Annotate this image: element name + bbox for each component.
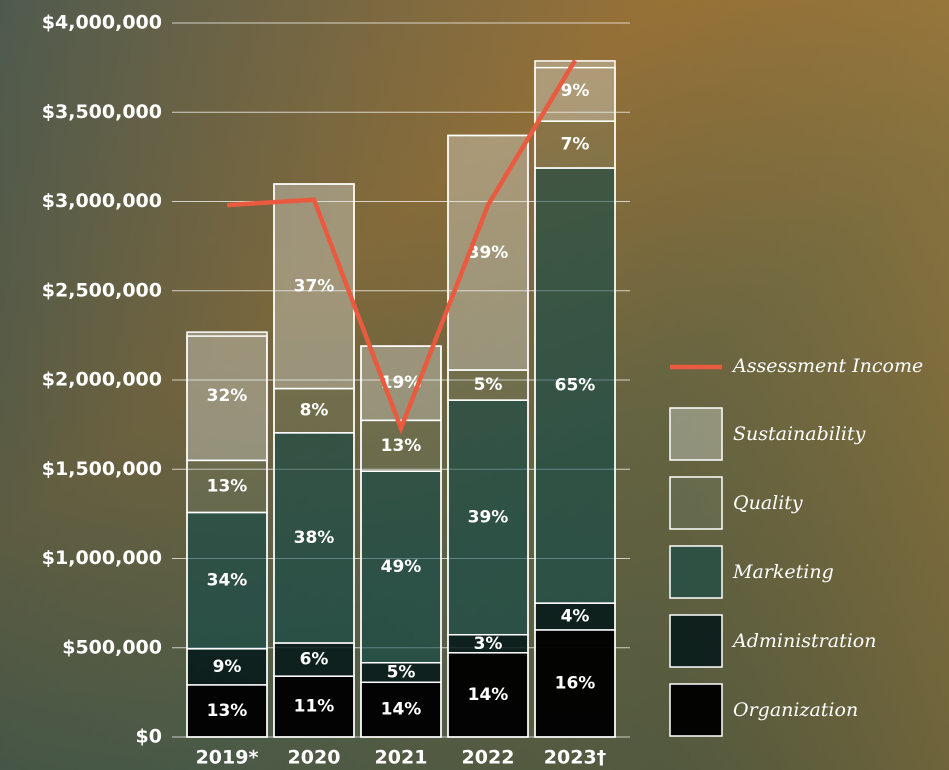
y-tick-label: $3,000,000 [42,190,162,212]
segment-label: 49% [381,557,422,577]
segment-label: 39% [468,507,509,527]
y-tick-label: $1,000,000 [42,547,162,569]
segment-label: 13% [207,701,248,721]
legend-swatch [670,477,722,529]
legend-label: Assessment Income [731,355,923,377]
segment-label: 38% [294,528,335,548]
segment-label: 8% [300,401,329,421]
legend-label: Administration [731,630,876,652]
segment-label: 37% [294,276,335,296]
segment-label: 9% [213,657,242,677]
segment-label: 65% [555,376,596,396]
x-tick-label: 2023† [544,747,606,769]
segment-label: 7% [561,135,590,155]
segment-label: 14% [381,700,422,720]
y-tick-label: $3,500,000 [42,101,162,123]
legend-swatch [670,546,722,598]
chart: $0 $500,000 $1,000,000 $1,500,000 $2,000,000… [0,0,949,770]
y-tick-label: $500,000 [62,636,162,658]
segment-label: 11% [294,697,335,717]
x-tick-label: 2019* [196,747,259,769]
legend-label: Sustainability [733,423,866,445]
x-tick-label: 2021 [375,747,428,769]
y-tick-label: $4,000,000 [42,12,162,34]
segment-label: 6% [300,650,329,670]
segment-label: 13% [207,476,248,496]
segment-label: 5% [474,375,503,395]
legend-label: Marketing [732,561,834,583]
segment-label: 14% [468,685,509,705]
x-tick-label: 2022 [462,747,515,769]
segment-label: 32% [207,386,248,406]
segment-label: 13% [381,436,422,456]
legend-swatch [670,408,722,460]
y-tick-label: $1,500,000 [42,458,162,480]
segment-label: 3% [474,634,503,654]
legend-swatch [670,684,722,736]
segment-label: 9% [561,81,590,101]
segment-label: 5% [387,662,416,682]
segment-label: 4% [561,607,590,627]
segment-label: 34% [207,571,248,591]
segment-label: 16% [555,673,596,693]
legend-label: Organization [733,699,858,721]
y-tick-label: $0 [136,726,162,748]
legend-swatch [670,615,722,667]
legend-label: Quality [733,492,803,514]
x-tick-label: 2020 [288,747,341,769]
y-tick-label: $2,000,000 [42,369,162,391]
y-tick-label: $2,500,000 [42,279,162,301]
